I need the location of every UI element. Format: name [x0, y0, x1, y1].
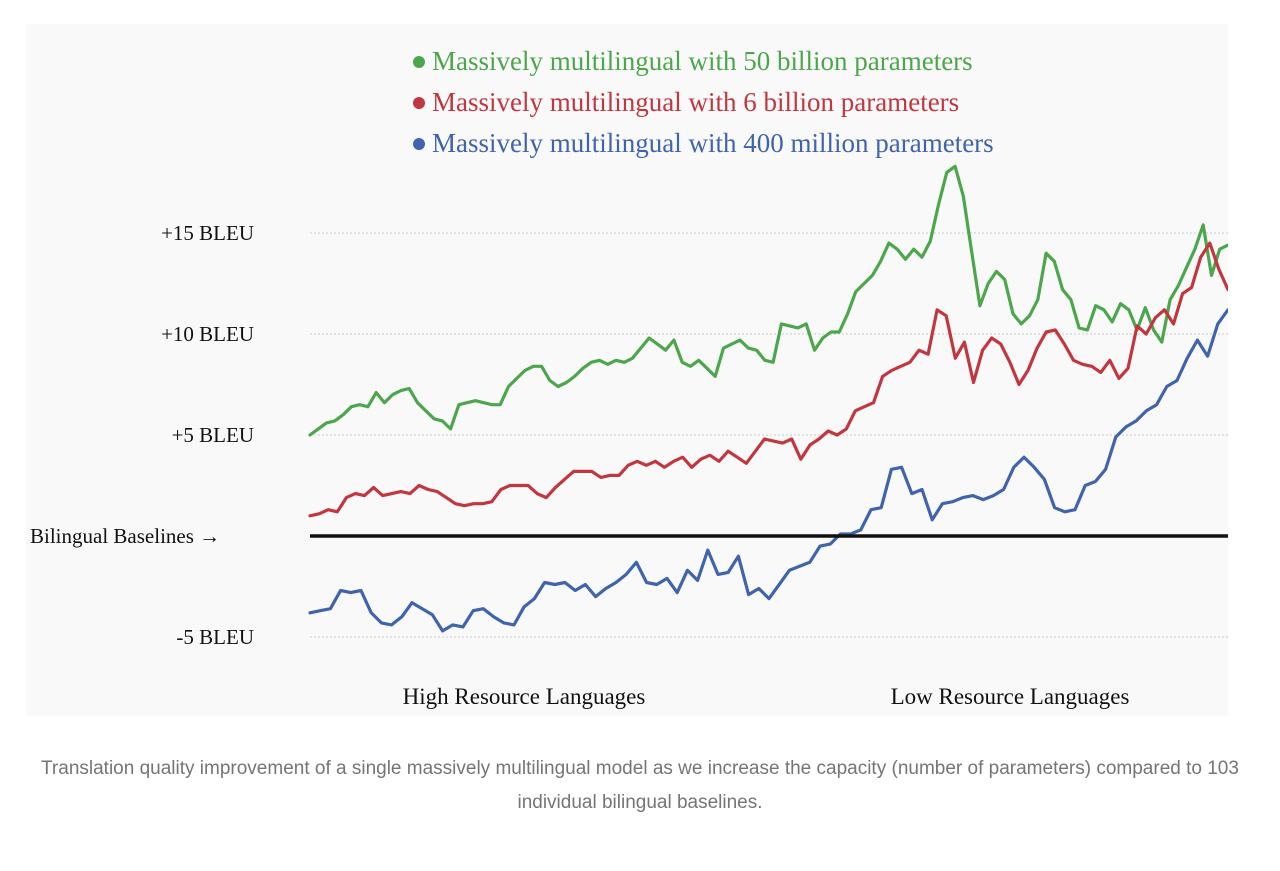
chart-figure: +15 BLEU +10 BLEU +5 BLEU -5 BLEU Bilingual … — [26, 24, 1228, 716]
figure-caption: Translation quality improvement of a sin… — [41, 758, 1239, 813]
y-tick-label: -5 BLEU — [176, 625, 254, 649]
legend-label-0: Massively multilingual with 50 billion p… — [432, 46, 973, 76]
baseline-label: Bilingual Baselines → — [30, 524, 220, 548]
bleu-line-chart: +15 BLEU +10 BLEU +5 BLEU -5 BLEU Bilingual … — [30, 46, 1228, 709]
legend-label-2: Massively multilingual with 400 million … — [432, 128, 994, 158]
y-tick-label: +10 BLEU — [161, 322, 254, 346]
series-line-1 — [308, 241, 1228, 518]
legend-label-1: Massively multilingual with 6 billion pa… — [432, 87, 959, 117]
legend-marker-2 — [413, 138, 425, 150]
x-group-label: High Resource Languages — [403, 684, 646, 709]
series-line-2 — [308, 308, 1228, 633]
legend-marker-1 — [413, 97, 425, 109]
series-line-0 — [308, 164, 1228, 437]
y-tick-label: +5 BLEU — [172, 423, 254, 447]
x-group-label: Low Resource Languages — [891, 684, 1130, 709]
y-tick-label: +15 BLEU — [161, 221, 254, 245]
legend-marker-0 — [413, 56, 425, 68]
